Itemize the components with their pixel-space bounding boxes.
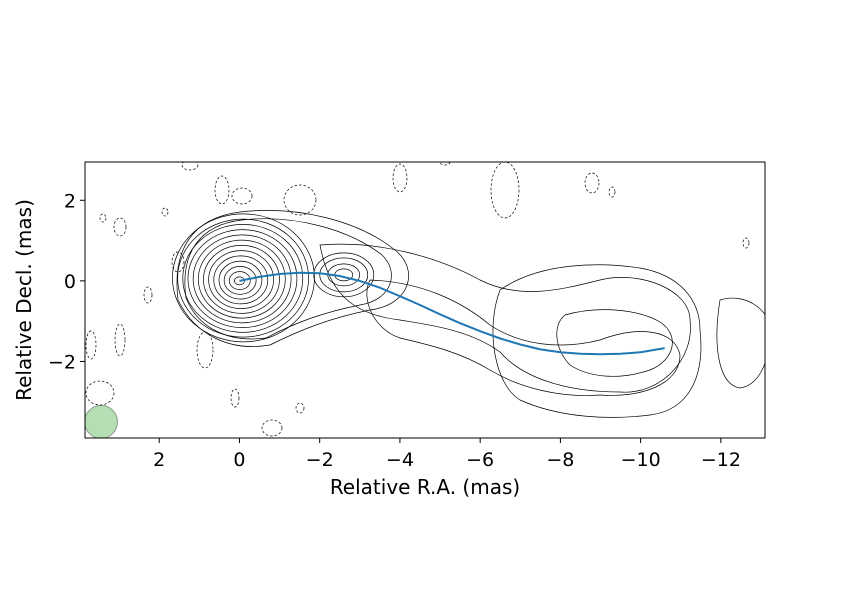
ridge-line bbox=[239, 271, 665, 356]
negative-contour bbox=[171, 251, 185, 273]
x-axis-ticks: 2 0 −2 −4 −6 −8 −10 −12 bbox=[153, 438, 741, 471]
negative-contour bbox=[214, 175, 230, 205]
negative-contour bbox=[295, 402, 305, 414]
negative-contour bbox=[230, 388, 240, 408]
y-tick-label: −2 bbox=[48, 351, 76, 373]
plot-frame bbox=[84, 161, 766, 439]
core-contour bbox=[177, 218, 309, 338]
x-tick-label: −8 bbox=[546, 449, 574, 471]
negative-contour bbox=[114, 323, 126, 357]
negative-contour bbox=[181, 162, 199, 171]
y-tick-label: 0 bbox=[64, 271, 76, 293]
negative-contour bbox=[490, 162, 520, 219]
jet-contour bbox=[366, 279, 681, 396]
negative-contour bbox=[392, 163, 408, 193]
negative-contour bbox=[283, 184, 317, 216]
negative-contour bbox=[113, 217, 127, 237]
x-tick-label: −12 bbox=[701, 449, 741, 471]
x-tick-label: −2 bbox=[306, 449, 334, 471]
core-contour bbox=[187, 229, 298, 328]
core-contour bbox=[228, 271, 251, 290]
beam-layer bbox=[85, 404, 119, 438]
core-contour bbox=[208, 250, 274, 309]
x-tick-label: −4 bbox=[386, 449, 414, 471]
negative-contour bbox=[85, 380, 115, 406]
negative-contour bbox=[742, 237, 750, 249]
x-tick-label: 2 bbox=[153, 449, 165, 471]
core-contour bbox=[213, 255, 269, 305]
negative-contour bbox=[261, 419, 283, 437]
negative-contour bbox=[608, 186, 616, 198]
negative-contour bbox=[85, 330, 97, 360]
negative-contour bbox=[196, 331, 214, 369]
knot-contour bbox=[319, 257, 369, 293]
y-tick-label: 2 bbox=[64, 190, 76, 212]
envelope-contour bbox=[176, 210, 409, 347]
jet-contour bbox=[319, 243, 691, 393]
core-contour bbox=[192, 234, 292, 324]
core-contour bbox=[203, 245, 280, 314]
x-tick-label: −6 bbox=[466, 449, 494, 471]
core-contour bbox=[182, 224, 304, 333]
x-axis-label: Relative R.A. (mas) bbox=[330, 475, 520, 499]
x-tick-label: 0 bbox=[233, 449, 245, 471]
jet-contour bbox=[492, 264, 702, 418]
negative-contour bbox=[161, 207, 169, 217]
negative-contour bbox=[439, 162, 451, 166]
envelope-contour bbox=[184, 218, 392, 340]
contour-map bbox=[85, 162, 765, 437]
core-contour bbox=[223, 266, 257, 295]
y-axis-ticks: 2 0 −2 bbox=[48, 190, 85, 373]
core-contour bbox=[197, 239, 286, 319]
negative-contour bbox=[143, 286, 153, 304]
negative-contour bbox=[584, 172, 600, 194]
y-axis-label: Relative Decl. (mas) bbox=[12, 199, 36, 401]
core-contour bbox=[218, 260, 263, 300]
jet-contour bbox=[556, 309, 673, 377]
negative-contour bbox=[99, 213, 107, 223]
negative-contour bbox=[231, 187, 253, 205]
beam-ellipse bbox=[85, 404, 119, 438]
jet-contour bbox=[716, 297, 765, 389]
x-tick-label: −10 bbox=[621, 449, 661, 471]
core-contour bbox=[172, 213, 315, 343]
knot-contour bbox=[313, 252, 375, 298]
ridge-line-layer bbox=[239, 271, 665, 356]
